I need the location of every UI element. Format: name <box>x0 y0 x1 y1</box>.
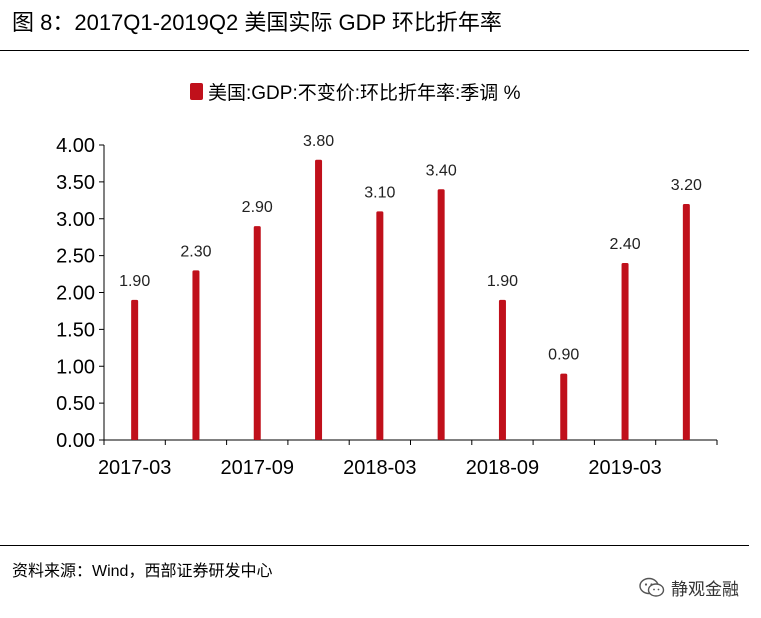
legend-swatch <box>190 83 203 100</box>
data-label: 2.40 <box>609 236 640 253</box>
y-tick-label: 1.50 <box>56 319 95 341</box>
top-rule <box>0 50 749 51</box>
x-tick-label: 2017-03 <box>98 457 171 479</box>
bar <box>192 270 200 440</box>
bar <box>498 299 506 440</box>
bar <box>560 373 568 440</box>
legend-label: 美国:GDP:不变价:环比折年率:季调 % <box>208 83 521 104</box>
y-tick-label: 2.00 <box>56 283 95 305</box>
figure-title: 图 8：2017Q1-2019Q2 美国实际 GDP 环比折年率 <box>12 10 502 35</box>
data-label: 3.20 <box>671 177 702 194</box>
data-label: 1.90 <box>487 273 518 290</box>
brand-label: 静观金融 <box>671 580 739 599</box>
chart-legend: 美国:GDP:不变价:环比折年率:季调 % <box>190 78 520 105</box>
x-tick-label: 2019-03 <box>588 457 661 479</box>
data-label: 1.90 <box>119 273 150 290</box>
y-tick-label: 0.50 <box>56 393 95 415</box>
y-tick-label: 1.00 <box>56 356 95 378</box>
bar <box>131 299 139 440</box>
y-tick-label: 0.00 <box>56 430 95 452</box>
data-label: 2.30 <box>180 243 211 260</box>
bar <box>253 226 261 440</box>
bar <box>376 211 384 440</box>
y-tick-label: 3.50 <box>56 172 95 194</box>
bar <box>437 189 445 440</box>
bar <box>621 263 629 440</box>
data-label: 0.90 <box>548 347 579 364</box>
x-tick-label: 2017-09 <box>221 457 294 479</box>
data-label: 3.80 <box>303 133 334 150</box>
bar-chart: 0.00 0.50 1.00 1.50 2.00 2.50 3.00 3.50 4.00 1.90… <box>56 133 718 479</box>
bar <box>315 159 323 440</box>
data-label: 3.40 <box>426 162 457 179</box>
wechat-icon <box>639 577 665 597</box>
x-tick-label: 2018-03 <box>343 457 416 479</box>
x-tick-label: 2018-09 <box>466 457 539 479</box>
bottom-rule <box>0 545 749 546</box>
y-tick-label: 2.50 <box>56 246 95 268</box>
bar <box>682 204 690 440</box>
data-label: 2.90 <box>242 199 273 216</box>
brand-watermark: 静观金融 <box>639 575 739 600</box>
y-tick-label: 3.00 <box>56 209 95 231</box>
y-tick-label: 4.00 <box>56 135 95 157</box>
source-note: 资料来源：Wind，西部证券研发中心 <box>12 563 273 580</box>
data-label: 3.10 <box>364 184 395 201</box>
